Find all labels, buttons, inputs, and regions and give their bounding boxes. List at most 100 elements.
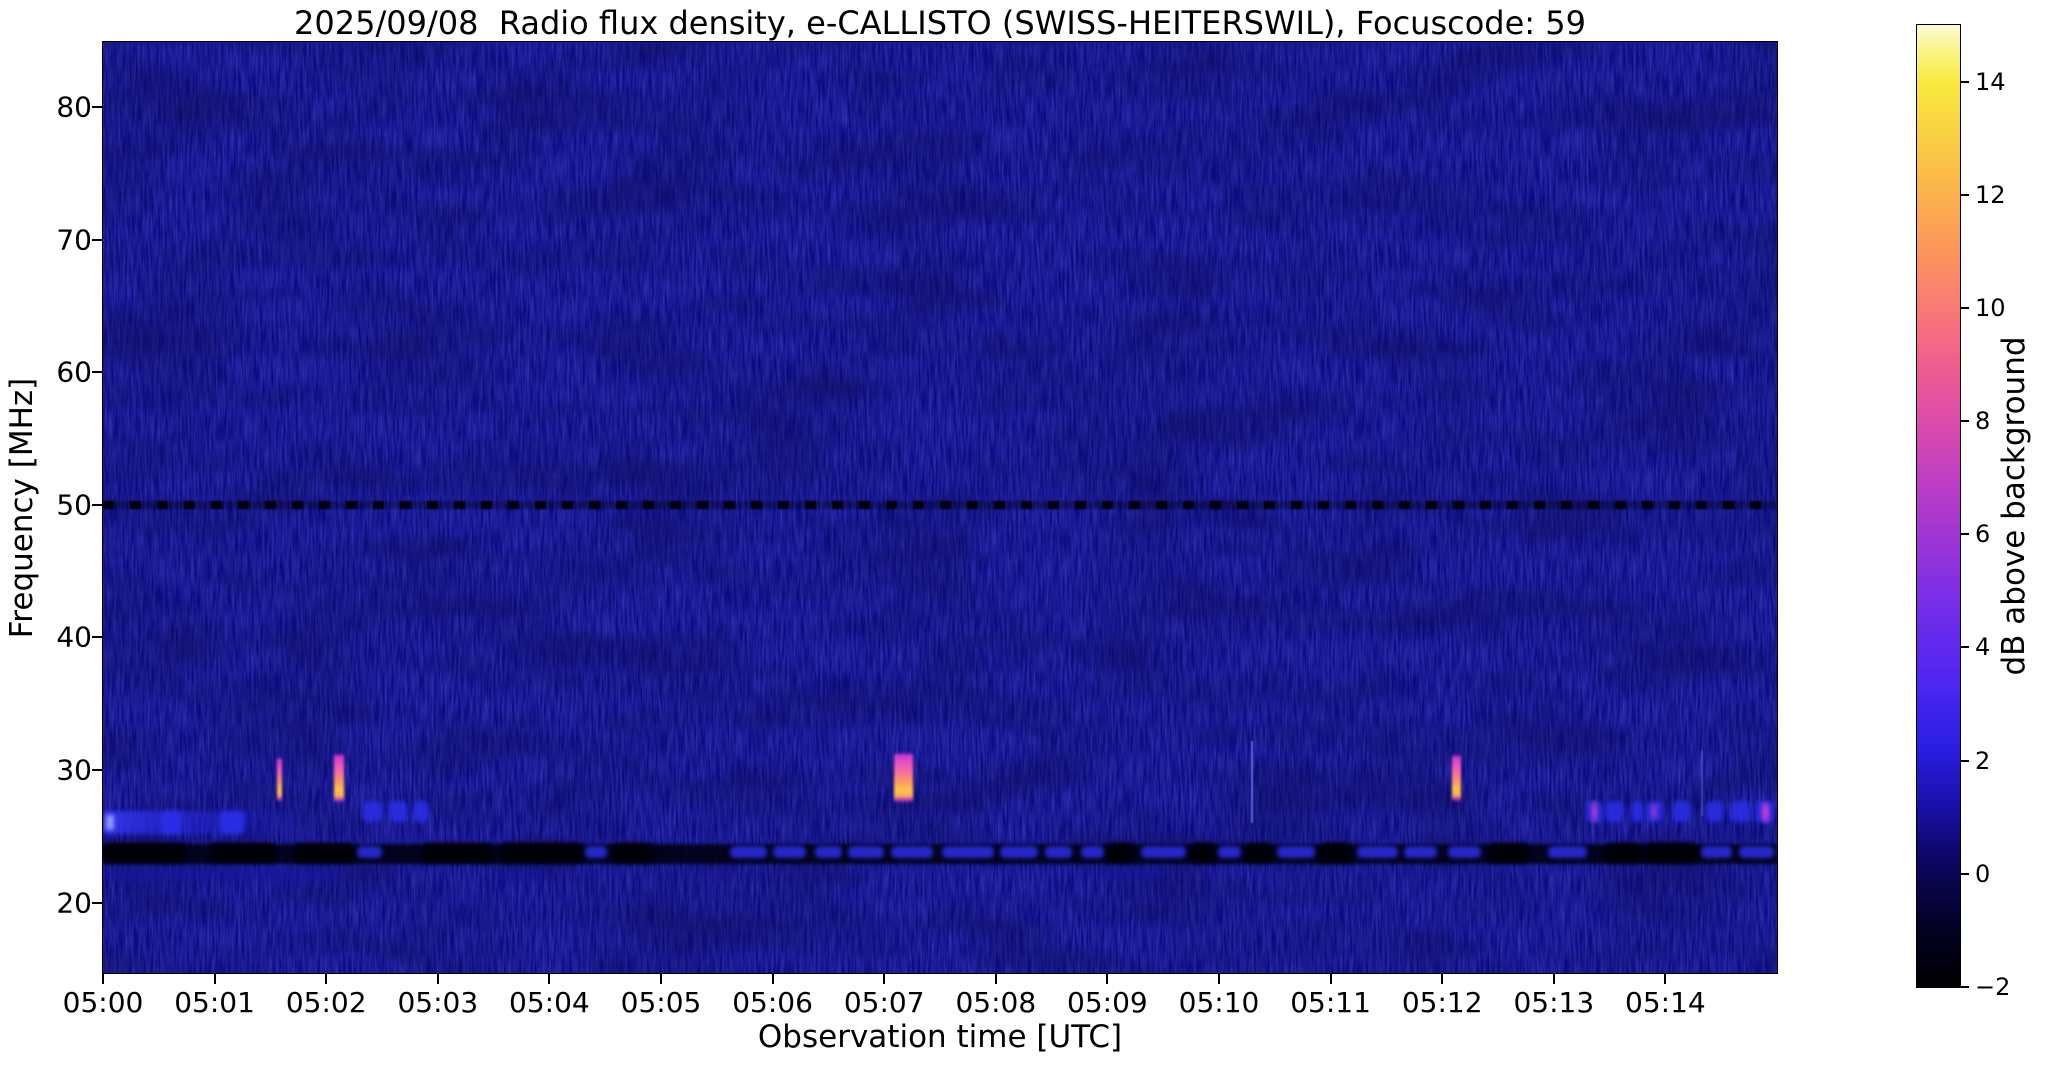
rfi-band-blue-dash	[1447, 846, 1482, 859]
rfi-band-blue-dash	[1080, 846, 1105, 859]
x-tick-label: 05:00	[62, 986, 144, 1019]
y-tick-mark	[92, 503, 103, 506]
y-tick-label: 80	[56, 90, 92, 124]
solar-radio-burst	[276, 756, 282, 802]
colorbar-tick-label: 10	[1975, 293, 2006, 322]
rfi-band-blue-dash	[1277, 846, 1315, 859]
colorbar-tick-label: 4	[1975, 633, 1991, 662]
rfi-band-blue-dash	[357, 846, 382, 859]
faint-vertical-line	[1701, 750, 1704, 817]
rfi-band-black-blob	[209, 843, 276, 863]
x-tick-mark	[1329, 973, 1332, 984]
x-tick-label: 05:01	[174, 986, 255, 1019]
rfi-band-blue-dash	[730, 846, 767, 859]
colorbar	[1916, 24, 1961, 988]
rfi-line-50mhz-dashes	[103, 500, 1777, 510]
rfi-band-black-blob	[1604, 843, 1641, 863]
x-tick-mark	[771, 973, 774, 984]
colorbar-tick-label: 8	[1975, 407, 1991, 436]
colorbar-tick-mark	[1960, 759, 1969, 762]
y-tick-label: 20	[56, 886, 92, 920]
blue-dash-26mhz	[363, 800, 382, 822]
blue-dash-26mhz	[1606, 800, 1623, 822]
x-tick-label: 05:13	[1513, 986, 1595, 1019]
x-tick-mark	[1552, 973, 1555, 984]
rfi-band-black-blob	[1489, 843, 1530, 863]
rfi-band-blue-dash	[1548, 846, 1588, 859]
x-tick-mark	[994, 973, 997, 984]
blue-dash-26mhz	[1705, 800, 1724, 822]
rfi-band-blue-dash	[585, 846, 608, 859]
pink-rfi-blob	[1590, 800, 1599, 824]
x-tick-label: 05:12	[1401, 986, 1483, 1019]
colorbar-tick-label: 2	[1975, 746, 1991, 775]
colorbar-tick-label: 0	[1975, 859, 1991, 888]
blue-band-white-core	[106, 815, 115, 830]
x-tick-mark	[325, 973, 328, 984]
x-tick-mark	[1218, 973, 1220, 984]
x-tick-label: 05:04	[509, 986, 590, 1019]
x-tick-label: 05:11	[1290, 986, 1371, 1019]
x-tick-label: 05:02	[285, 986, 367, 1019]
x-tick-label: 05:14	[1625, 986, 1706, 1019]
rfi-band-black-blob	[292, 843, 355, 863]
x-tick-mark	[213, 973, 216, 984]
x-tick-label: 05:10	[1178, 986, 1260, 1019]
x-tick-mark	[1664, 973, 1667, 984]
rfi-band-blue-dash	[1404, 846, 1437, 859]
x-axis-label: Observation time [UTC]	[757, 1019, 1123, 1055]
x-tick-mark	[1106, 973, 1109, 984]
y-tick-label: 60	[56, 355, 92, 389]
blue-band-bright-spot	[161, 811, 182, 834]
colorbar-tick-mark	[1960, 80, 1969, 83]
rfi-band-blue-dash	[772, 846, 807, 859]
rfi-band-blue-dash	[942, 846, 994, 859]
faint-vertical-line	[1250, 740, 1253, 824]
faint-blue-smear	[1107, 868, 1164, 882]
colorbar-tick-label: −2	[1975, 973, 2011, 1001]
rfi-band-blue-dash	[1000, 846, 1039, 859]
y-tick-mark	[92, 371, 103, 374]
x-tick-label: 05:09	[1067, 986, 1148, 1019]
blue-dash-26mhz	[388, 800, 407, 822]
x-tick-mark	[883, 973, 886, 984]
y-tick-label: 70	[56, 223, 92, 257]
rfi-band-black-blob	[421, 843, 494, 863]
y-tick-mark	[92, 901, 103, 904]
colorbar-tick-label: 12	[1975, 180, 2006, 209]
x-tick-label: 05:03	[397, 986, 479, 1019]
y-tick-label: 50	[56, 488, 92, 522]
rfi-band-blue-dash	[1739, 846, 1774, 859]
rfi-band-black-blob	[1645, 843, 1697, 863]
plot-canvas	[103, 42, 1777, 973]
solar-radio-burst	[334, 752, 345, 804]
pink-rfi-blob	[1761, 801, 1771, 824]
y-tick-mark	[92, 769, 103, 772]
y-tick-label: 30	[56, 753, 92, 787]
y-tick-mark	[92, 105, 103, 108]
blue-dash-26mhz	[1631, 800, 1644, 822]
x-tick-mark	[548, 973, 551, 984]
colorbar-tick-mark	[1960, 420, 1969, 423]
y-tick-mark	[92, 636, 103, 639]
colorbar-tick-mark	[1960, 533, 1969, 536]
colorbar-tick-label: 14	[1975, 67, 2006, 96]
rfi-band-black-blob	[1319, 843, 1351, 863]
x-tick-mark	[436, 973, 439, 984]
solar-radio-burst	[1451, 754, 1462, 802]
x-tick-label: 05:06	[732, 986, 813, 1019]
x-tick-label: 05:05	[620, 986, 702, 1019]
rfi-band-blue-dash	[1044, 846, 1072, 859]
x-tick-mark	[1441, 973, 1444, 984]
rfi-band-black-blob	[1105, 843, 1136, 863]
rfi-band-blue-dash	[1357, 846, 1398, 859]
rfi-band-blue-dash	[1701, 846, 1733, 859]
pink-rfi-blob	[1649, 803, 1658, 821]
colorbar-tick-mark	[1960, 646, 1969, 649]
rfi-band-blue-dash	[848, 846, 885, 859]
y-tick-mark	[92, 238, 103, 241]
faint-blue-smear	[103, 865, 338, 882]
rfi-band-black-blob	[1189, 843, 1216, 863]
colorbar-tick-mark	[1960, 193, 1969, 196]
